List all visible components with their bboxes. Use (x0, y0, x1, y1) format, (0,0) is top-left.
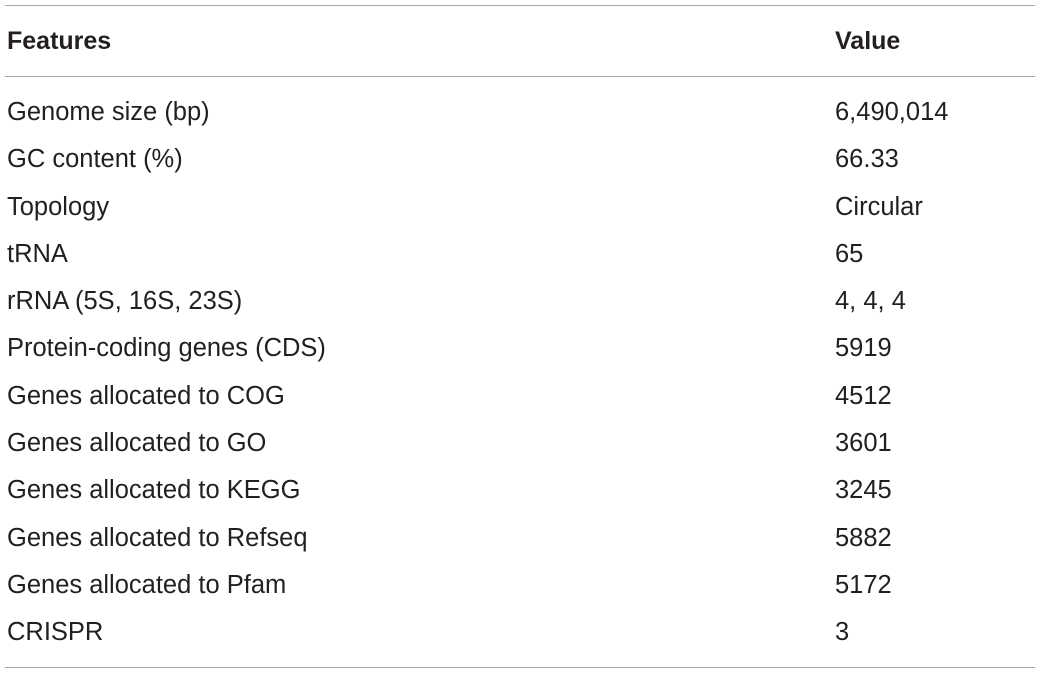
value-cell: 6,490,014 (835, 98, 949, 126)
table-row: Protein-coding genes (CDS) 5919 (5, 323, 1035, 370)
table-row: Genome size (bp) 6,490,014 (5, 87, 1035, 134)
feature-cell: rRNA (5S, 16S, 23S) (7, 287, 243, 316)
genome-features-table: Features Value Genome size (bp) 6,490,01… (5, 5, 1035, 669)
table-top-rule (5, 5, 1035, 6)
value-cell: Circular (835, 192, 923, 221)
value-cell: 5919 (835, 334, 892, 363)
table-row: tRNA 65 (5, 229, 1035, 276)
table-header-rule (5, 76, 1035, 77)
table-row: Genes allocated to Pfam 5172 (5, 560, 1035, 607)
feature-cell: Genes allocated to COG (7, 381, 285, 410)
header-features: Features (7, 27, 112, 55)
table-header-row: Features Value (5, 5, 1035, 76)
table-row: CRISPR 3 (5, 607, 1035, 654)
value-cell: 5172 (835, 570, 892, 599)
value-cell: 3 (835, 618, 850, 647)
table-row: Genes allocated to Refseq 5882 (5, 513, 1035, 560)
value-cell: 5882 (835, 523, 892, 552)
table-row: Genes allocated to KEGG 3245 (5, 465, 1035, 512)
feature-cell: Genes allocated to Refseq (7, 523, 308, 552)
table-row: Genes allocated to COG 4512 (5, 371, 1035, 418)
table-row: Genes allocated to GO 3601 (5, 418, 1035, 465)
value-cell: 3245 (835, 476, 892, 505)
feature-cell: Protein-coding genes (CDS) (7, 334, 326, 363)
feature-cell: GC content (%) (7, 145, 183, 174)
feature-cell: Genes allocated to KEGG (7, 476, 301, 505)
feature-cell: Genes allocated to Pfam (7, 570, 287, 599)
value-cell: 4, 4, 4 (835, 287, 906, 316)
feature-cell: Topology (7, 192, 110, 221)
table-row: GC content (%) 66.33 (5, 134, 1035, 181)
value-cell: 65 (835, 239, 864, 268)
table-row: rRNA (5S, 16S, 23S) 4, 4, 4 (5, 276, 1035, 323)
feature-cell: CRISPR (7, 618, 104, 647)
feature-cell: tRNA (7, 239, 68, 268)
value-cell: 4512 (835, 381, 892, 410)
header-value: Value (835, 27, 901, 55)
table-body: Genome size (bp) 6,490,014 GC content (%… (5, 87, 1035, 655)
value-cell: 3601 (835, 429, 892, 458)
feature-cell: Genes allocated to GO (7, 429, 267, 458)
table-bottom-rule (5, 667, 1035, 668)
value-cell: 66.33 (835, 145, 899, 174)
feature-cell: Genome size (bp) (7, 98, 210, 126)
table-row: Topology Circular (5, 182, 1035, 229)
